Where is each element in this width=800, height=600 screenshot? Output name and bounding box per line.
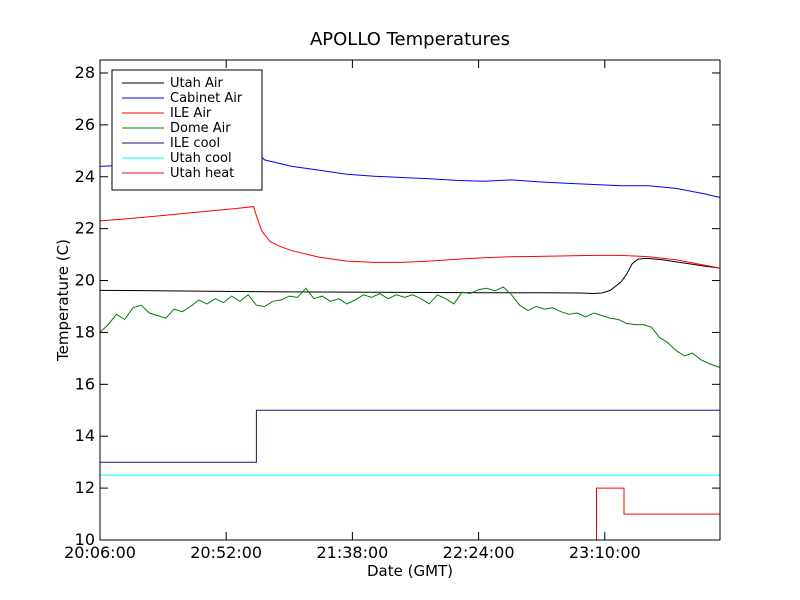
legend-label-ile-air: ILE Air (170, 106, 212, 121)
x-tick-label: 23:10:00 (569, 543, 641, 562)
y-tick-label: 22 (75, 219, 95, 238)
tick-layer: 20:06:00 20:52:00 21:38:00 22:24:00 23:10:00… (64, 60, 720, 562)
x-tick-label: 20:06:00 (64, 543, 136, 562)
series-line-utah-air (99, 258, 721, 295)
x-tick-label: 21:38:00 (316, 543, 388, 562)
legend-label-cabinet-air: Cabinet Air (170, 91, 243, 106)
legend-label-utah-heat: Utah heat (170, 166, 234, 181)
chart-title: APOLLO Temperatures (310, 29, 510, 50)
y-tick-label: 18 (75, 322, 95, 341)
y-tick-label: 10 (75, 530, 95, 549)
y-tick-label: 26 (75, 115, 95, 134)
y-tick-label: 24 (75, 167, 95, 186)
x-axis-label: Date (GMT) (367, 562, 453, 580)
y-tick-label: 28 (75, 63, 95, 82)
x-tick-label: 22:24:00 (443, 543, 515, 562)
y-axis-label: Temperature (C) (54, 239, 72, 362)
legend-label-utah-air: Utah Air (170, 76, 223, 91)
legend-box (111, 69, 263, 191)
series-line-ile-air (99, 206, 721, 269)
series-line-dome-air (99, 286, 721, 368)
y-tick-label: 12 (75, 478, 95, 497)
series-line-ile-cool (100, 409, 720, 463)
legend-label-dome-air: Dome Air (170, 121, 231, 136)
series-line-utah-heat (596, 487, 720, 540)
y-tick-label: 14 (75, 426, 95, 445)
legend-label-utah-cool: Utah cool (170, 151, 232, 166)
x-tick-label: 20:52:00 (190, 543, 262, 562)
legend-label-ile-cool: ILE cool (170, 136, 220, 151)
y-tick-label: 20 (75, 271, 95, 290)
y-tick-label: 16 (75, 374, 95, 393)
plot-area (99, 59, 721, 541)
